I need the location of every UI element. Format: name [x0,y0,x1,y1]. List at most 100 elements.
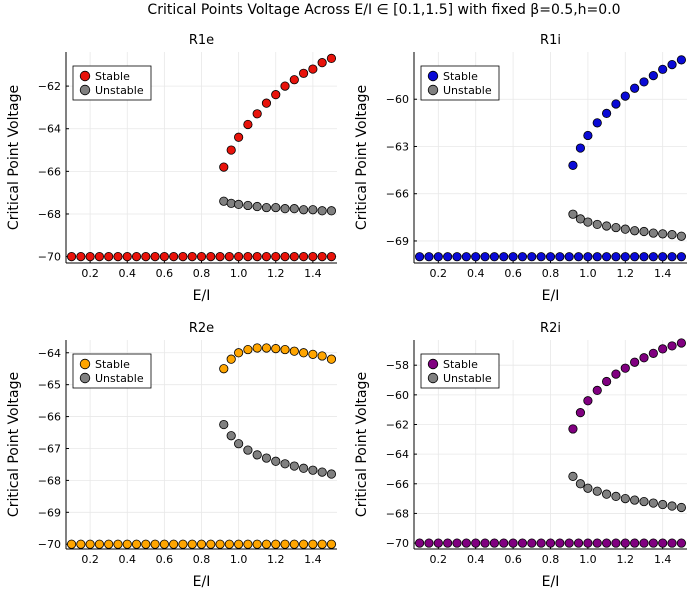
y-tick-label: −66 [386,478,409,491]
data-point [280,252,290,262]
data-point [555,252,565,262]
y-tick-label: −70 [38,538,61,551]
data-point [224,539,234,549]
data-point [630,252,640,262]
series-unstable [568,471,686,513]
legend-label: Unstable [443,372,492,385]
data-point [601,252,612,262]
data-point [66,252,77,262]
x-tick-label: 1.0 [579,553,597,566]
data-point [298,539,309,549]
legend-marker [427,358,439,370]
data-point [667,252,677,262]
data-point [215,539,225,549]
data-point [243,119,253,130]
data-point [545,252,556,262]
y-tick-label: −68 [38,474,61,487]
x-tick-label: 0.2 [81,553,99,566]
data-point [480,252,490,262]
data-point [592,385,602,395]
data-point [620,252,630,262]
data-point [85,252,95,262]
series-unstable [219,419,337,479]
data-point [141,539,151,549]
data-point [308,64,318,74]
data-point [271,344,281,354]
data-point [224,252,234,262]
x-tick-label: 0.6 [156,267,174,280]
legend-label: Unstable [95,372,144,385]
figure-title: Critical Points Voltage Across E/I ∈ [0.… [147,2,620,18]
data-point [104,252,114,262]
data-point [317,58,327,68]
data-point [620,224,630,234]
data-point [252,109,262,119]
data-point [317,539,327,549]
data-point [234,348,244,358]
data-point [289,539,299,549]
data-point [234,539,244,549]
data-point [601,489,612,499]
data-point [564,538,574,548]
data-point [583,252,593,262]
data-point [169,252,179,262]
data-point [289,252,299,262]
panel-title: R2i [540,321,561,336]
data-point [611,369,621,379]
data-point [489,538,500,548]
legend-marker [427,372,439,384]
legend-label: Stable [95,70,130,83]
data-point [308,205,318,215]
x-tick-label: 1.2 [617,553,635,566]
x-tick-label: 1.0 [579,267,597,280]
data-point [452,252,462,262]
data-point [252,201,262,212]
data-point [471,538,481,548]
legend-marker [427,84,439,96]
x-tick-label: 1.0 [230,267,248,280]
data-point [298,68,309,78]
data-point [611,99,621,109]
data-point [215,252,225,262]
data-point [568,209,578,219]
data-point [527,252,537,262]
data-point [178,539,188,549]
data-point [94,252,105,262]
data-point [261,252,272,262]
data-point [308,252,318,262]
data-point [187,539,197,549]
data-point [630,495,640,505]
data-point [527,538,537,548]
data-point [601,538,612,548]
data-point [433,538,443,548]
data-point [575,408,586,418]
data-point [415,538,425,548]
data-point [122,252,132,262]
data-point [196,252,207,262]
data-point [308,465,318,475]
data-point [667,341,677,351]
data-point [234,439,244,449]
series-unstable [568,209,686,241]
data-point [141,252,151,262]
data-point [317,467,327,477]
data-point [326,469,337,479]
data-point [289,204,299,214]
data-point [508,252,518,262]
data-point [226,145,236,155]
data-point [667,59,677,70]
legend-marker [79,70,91,82]
legend-marker [79,84,91,96]
data-point [326,354,337,364]
data-point [234,252,244,262]
data-point [461,538,471,548]
data-point [178,252,188,262]
data-point [317,252,327,262]
data-point [206,252,216,262]
data-point [676,231,686,241]
data-point [536,252,546,262]
y-tick-label: −66 [38,411,61,424]
data-point [508,538,518,548]
